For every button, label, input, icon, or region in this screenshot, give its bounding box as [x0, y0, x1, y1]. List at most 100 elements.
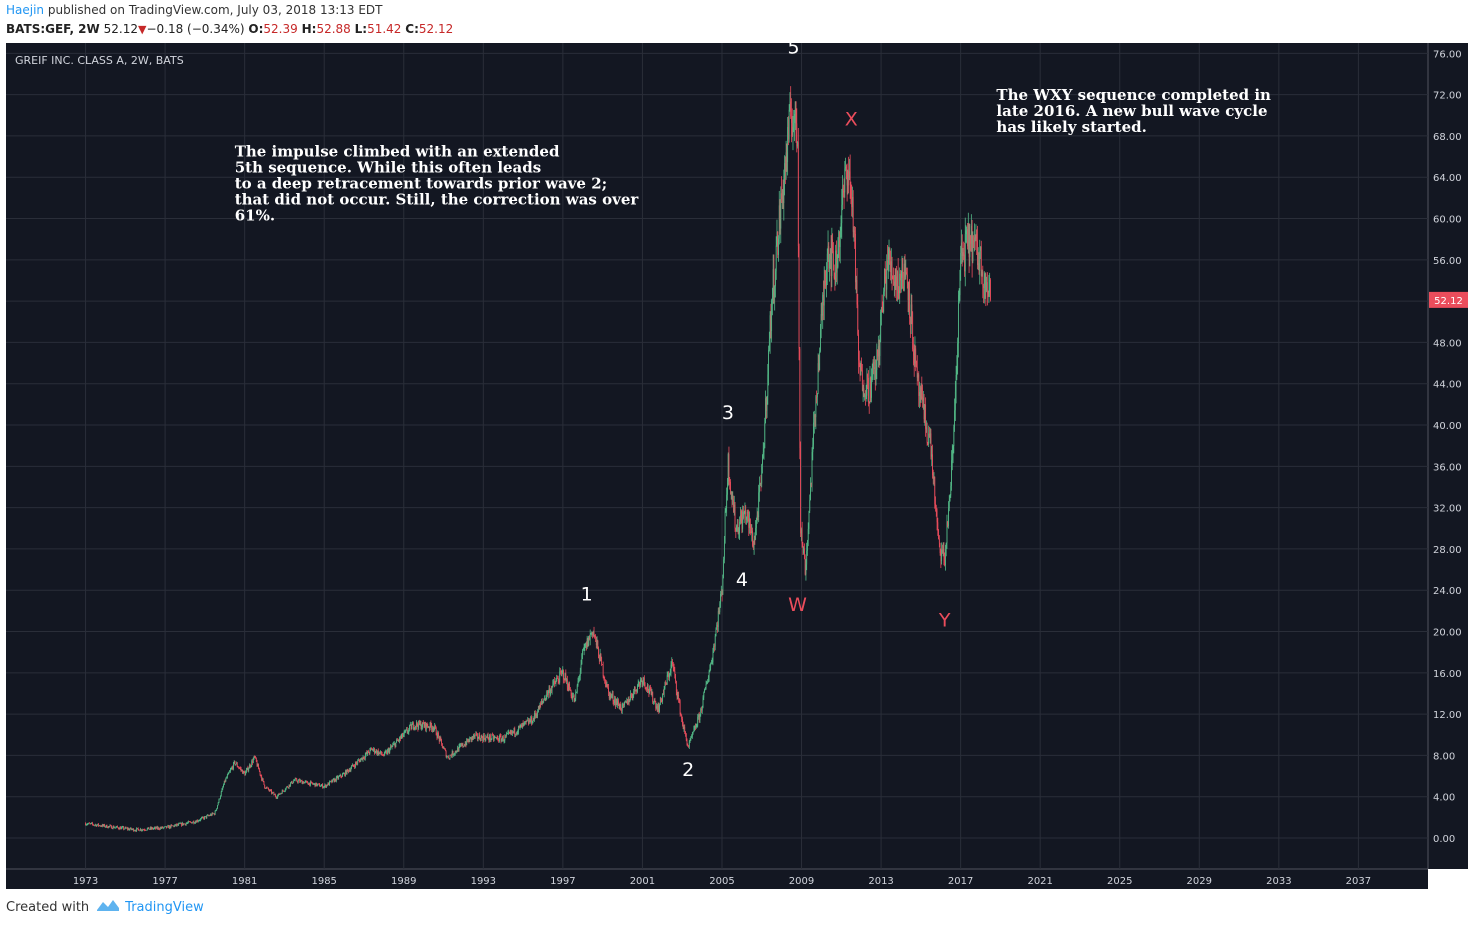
candle	[352, 764, 354, 767]
candle	[969, 223, 971, 267]
candle	[962, 247, 964, 263]
price-chart[interactable]: 0.00 4.00 8.00 12.00 16.00 20.00 24.00 28.00 32.…	[6, 43, 1468, 889]
candle	[646, 682, 648, 693]
wave-label[interactable]: W	[788, 594, 807, 616]
candle	[704, 687, 706, 691]
wave-label[interactable]: 5	[788, 43, 800, 58]
candle	[402, 732, 404, 739]
candle	[292, 782, 294, 784]
author-link[interactable]: Haejin	[6, 3, 45, 17]
candle	[367, 750, 369, 757]
candle	[744, 502, 746, 515]
candle	[212, 812, 214, 815]
candle	[557, 675, 559, 685]
candle	[810, 477, 811, 501]
candle	[377, 748, 379, 756]
y-tick-label: 60.00	[1433, 215, 1462, 226]
candle	[293, 779, 295, 783]
candle	[581, 653, 583, 665]
wave-label[interactable]: 1	[581, 584, 593, 606]
candle	[473, 733, 474, 740]
candle	[806, 542, 808, 571]
candle	[854, 226, 856, 249]
candle	[823, 280, 824, 320]
candle	[694, 725, 696, 731]
candle	[575, 689, 577, 702]
candle	[342, 772, 344, 775]
candle	[554, 680, 556, 685]
tradingview-link[interactable]: TradingView	[125, 899, 204, 915]
candle	[849, 154, 851, 199]
candle	[870, 376, 872, 403]
candle	[839, 226, 841, 264]
candle	[477, 736, 479, 742]
candle	[948, 495, 950, 512]
candle	[266, 786, 268, 789]
candle	[273, 791, 275, 796]
wave-label[interactable]: 4	[736, 569, 748, 591]
candle	[953, 424, 955, 454]
candle	[329, 780, 330, 786]
time-axis[interactable]	[6, 869, 1428, 889]
candle	[847, 169, 849, 195]
candle	[371, 747, 373, 751]
candle	[106, 824, 108, 828]
candle	[101, 824, 102, 828]
candle	[765, 390, 766, 424]
candle	[104, 823, 106, 828]
candle	[469, 736, 471, 742]
candle	[665, 680, 667, 686]
candle	[289, 784, 291, 788]
candle	[102, 823, 104, 827]
wave-label[interactable]: Y	[938, 609, 951, 631]
candle	[451, 753, 452, 758]
candle	[587, 637, 589, 648]
candle	[447, 756, 449, 758]
candle	[725, 505, 727, 513]
candle	[386, 750, 388, 755]
candle	[920, 383, 922, 403]
annotation-note[interactable]: The impulse climbed with an extended5th …	[235, 143, 640, 225]
candle	[747, 509, 749, 522]
wave-label[interactable]: 3	[722, 402, 734, 424]
candle	[130, 827, 131, 830]
candle	[613, 699, 615, 707]
wave-label[interactable]: X	[845, 109, 858, 131]
candle	[710, 662, 712, 671]
candle	[344, 772, 346, 777]
candle	[112, 825, 114, 830]
candle	[226, 773, 228, 779]
candle	[417, 723, 419, 732]
candle	[533, 717, 535, 721]
candle	[479, 732, 481, 741]
candle	[634, 686, 635, 695]
candle	[586, 635, 588, 649]
candle	[919, 385, 921, 407]
candle	[140, 827, 141, 831]
candle	[502, 735, 503, 742]
candle	[124, 826, 126, 830]
candle	[253, 755, 255, 760]
candle	[268, 787, 269, 791]
candle	[310, 780, 311, 787]
candle	[606, 681, 608, 688]
tradingview-logo-icon[interactable]	[97, 899, 120, 915]
candle	[271, 789, 272, 795]
candle	[754, 535, 756, 545]
candle	[868, 370, 869, 407]
candle	[862, 384, 864, 403]
wave-label[interactable]: 2	[682, 759, 694, 781]
candle	[459, 742, 461, 749]
candle	[891, 256, 893, 291]
candle	[781, 176, 782, 203]
candle	[954, 380, 956, 422]
candle	[255, 755, 256, 759]
price-axis[interactable]	[1428, 43, 1468, 869]
candle	[534, 710, 535, 722]
candle	[466, 738, 468, 746]
candle	[753, 532, 755, 555]
candle	[714, 633, 716, 651]
candle	[964, 217, 966, 287]
candle	[168, 824, 170, 829]
